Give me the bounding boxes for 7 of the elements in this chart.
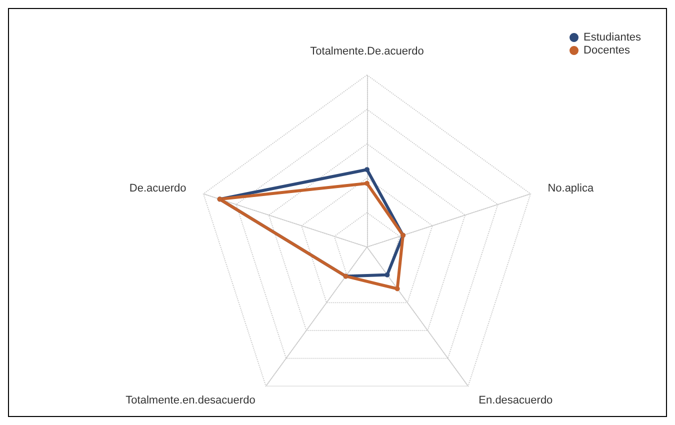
spoke-label: Totalmente.en.desacuerdo xyxy=(126,394,256,407)
legend-label: Estudiantes xyxy=(584,32,642,44)
spoke-label: Totalmente.De.acuerdo xyxy=(310,46,424,58)
spoke-label: En.desacuerdo xyxy=(478,394,553,407)
legend-label: Docentes xyxy=(584,44,630,56)
spoke-label: No.aplica xyxy=(548,182,594,194)
spoke-label: De.acuerdo xyxy=(129,182,186,194)
